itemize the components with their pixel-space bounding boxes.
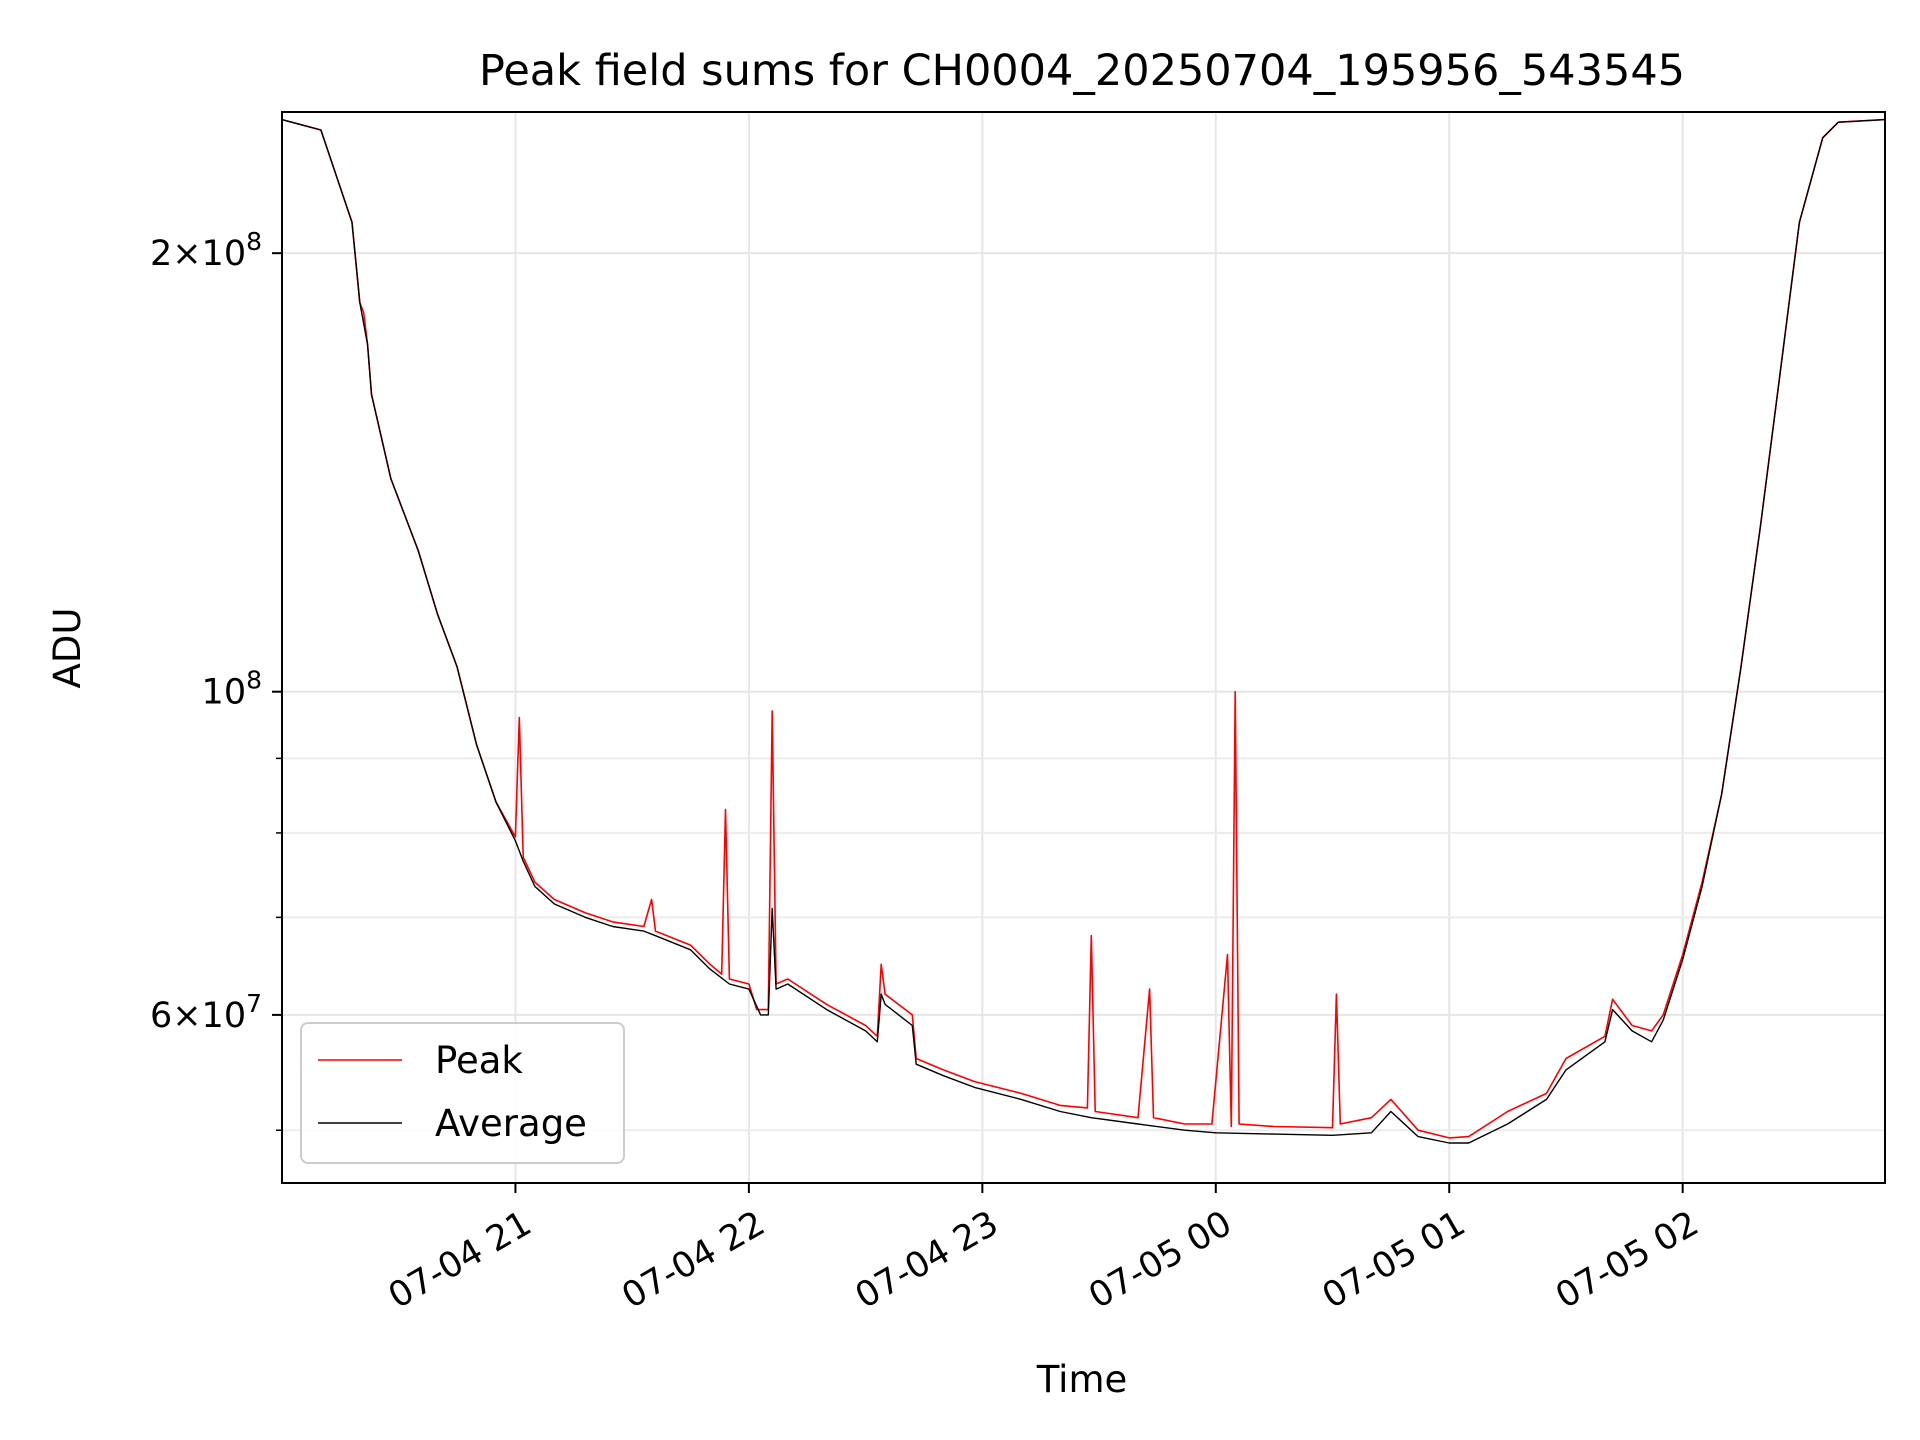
grid-lines <box>282 112 1885 1183</box>
series-line-average <box>282 118 1885 1144</box>
legend-label-average: Average <box>435 1102 587 1145</box>
series-layer <box>282 118 1885 1144</box>
y-axis-label: ADU <box>46 608 89 689</box>
y-tick-label: 108 <box>202 666 262 713</box>
y-axis-ticks: 2×108 108 6×107 <box>150 227 282 1131</box>
chart-title: Peak field sums for CH0004_20250704_1959… <box>479 46 1685 96</box>
plot-frame <box>281 111 1886 1184</box>
y-tick-label: 6×107 <box>150 989 262 1036</box>
x-axis-label: Time <box>1036 1358 1128 1401</box>
legend-box <box>300 1022 625 1164</box>
y-tick-label: 2×108 <box>150 227 262 274</box>
series-line-peak <box>282 118 1885 1139</box>
legend: Peak Average <box>300 1022 625 1164</box>
legend-label-peak: Peak <box>435 1039 523 1082</box>
